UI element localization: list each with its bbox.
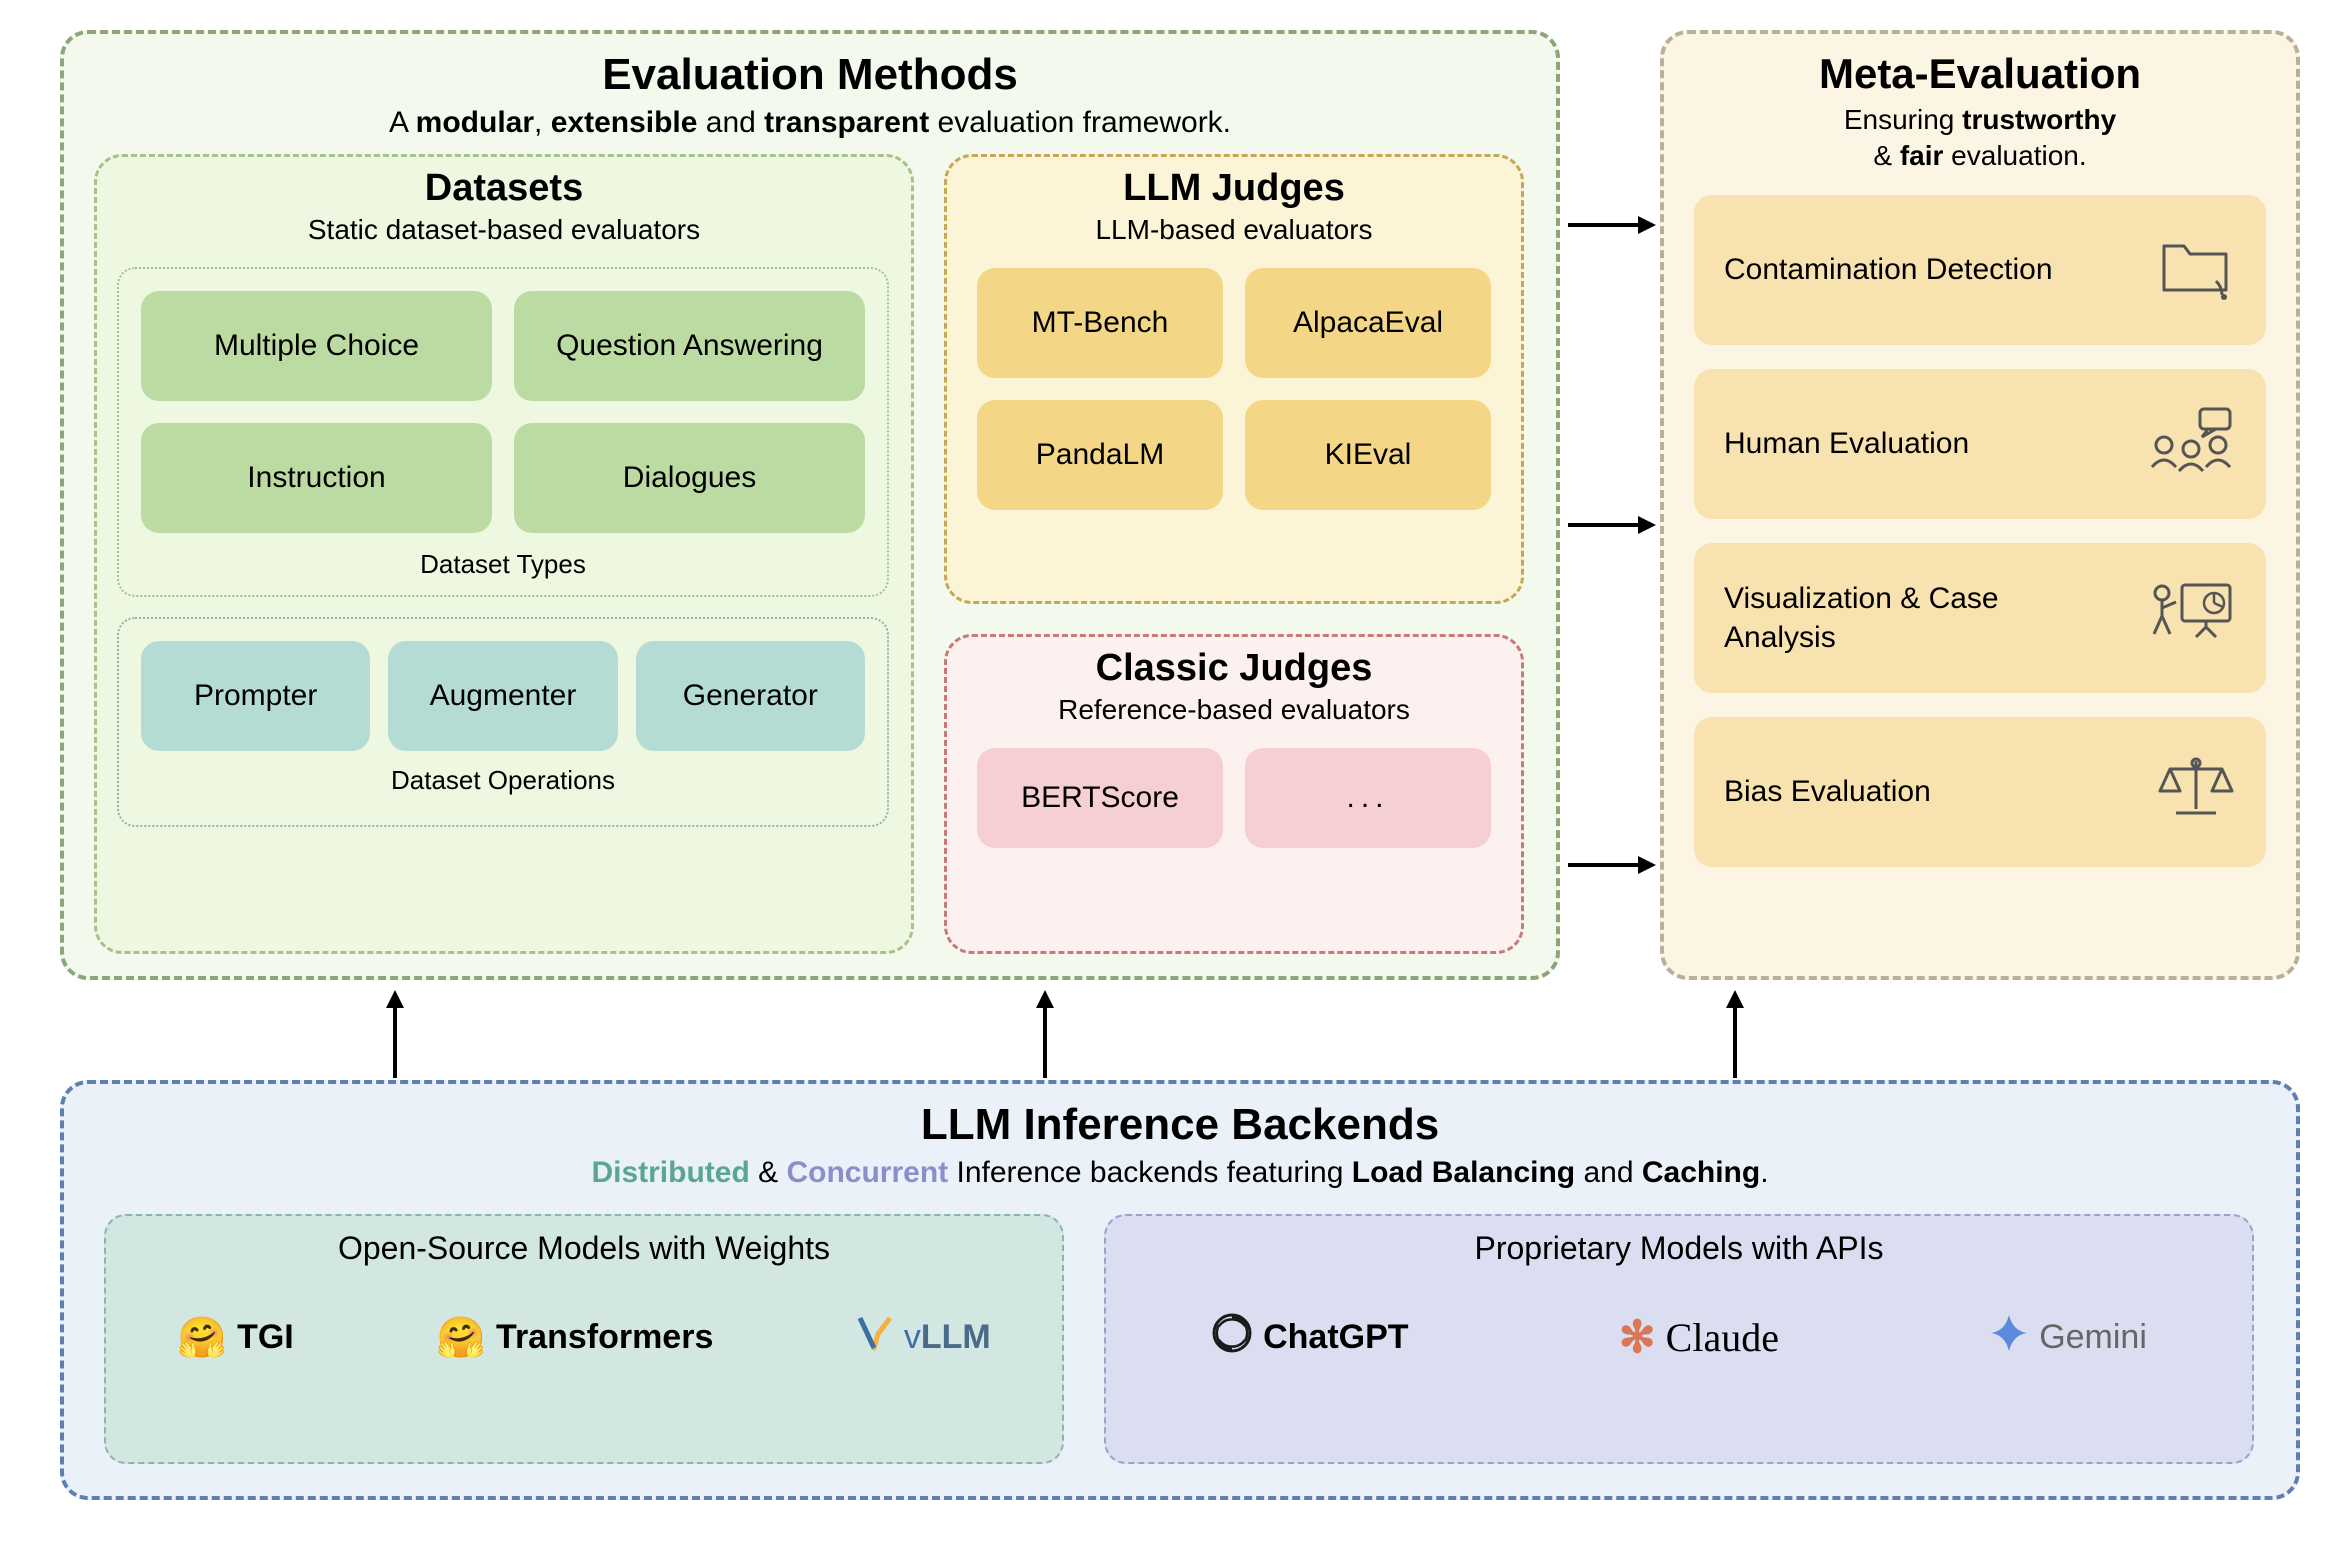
proprietary-title: Proprietary Models with APIs — [1106, 1230, 2252, 1267]
dataset-ops-group: Prompter Augmenter Generator Dataset Ope… — [117, 617, 889, 827]
eval-sub-m1: , — [534, 106, 551, 139]
hugging-face-icon: 🤗 — [177, 1314, 227, 1361]
arrow-backend-to-eval-2 — [1030, 988, 1060, 1078]
backends-end: . — [1760, 1156, 1768, 1189]
llm-judge-pill: AlpacaEval — [1245, 268, 1491, 378]
classic-judge-pill: ... — [1245, 748, 1491, 848]
people-chat-icon — [2146, 405, 2236, 483]
dataset-ops-label: Dataset Operations — [119, 765, 887, 796]
proprietary-panel: Proprietary Models with APIs ChatGPT ✻ C… — [1104, 1214, 2254, 1464]
meta-sub-pre: Ensuring — [1844, 104, 1962, 135]
backends-title: LLM Inference Backends — [64, 1100, 2296, 1150]
eval-sub-b3: transparent — [764, 106, 929, 139]
datasets-panel: Datasets Static dataset-based evaluators… — [94, 154, 914, 954]
dataset-type-pill: Instruction — [141, 423, 492, 533]
meta-item-label: Bias Evaluation — [1724, 772, 1931, 811]
dataset-op-pill: Prompter — [141, 641, 370, 751]
classic-judges-panel: Classic Judges Reference-based evaluator… — [944, 634, 1524, 954]
chatgpt-icon — [1211, 1312, 1253, 1363]
arrow-backend-to-eval-1 — [380, 988, 410, 1078]
model-chatgpt: ChatGPT — [1211, 1312, 1408, 1363]
meta-item-pill: Bias Evaluation — [1694, 717, 2266, 867]
meta-item-pill: Contamination Detection — [1694, 195, 2266, 345]
dataset-type-pill: Dialogues — [514, 423, 865, 533]
model-label: TGI — [237, 1318, 294, 1357]
backends-and: and — [1575, 1156, 1642, 1189]
meta-item-label: Contamination Detection — [1724, 250, 2053, 289]
eval-sub-post: evaluation framework. — [929, 106, 1231, 139]
eval-sub-m2: and — [697, 106, 764, 139]
evaluation-title: Evaluation Methods — [64, 50, 1556, 100]
llm-judge-pill: PandaLM — [977, 400, 1223, 510]
backends-panel: LLM Inference Backends Distributed & Con… — [60, 1080, 2300, 1500]
llm-judge-pill: KIEval — [1245, 400, 1491, 510]
model-label: Gemini — [2039, 1318, 2147, 1357]
eval-sub-pre: A — [389, 106, 416, 139]
claude-icon: ✻ — [1619, 1312, 1656, 1363]
model-label: vLLM — [904, 1318, 991, 1357]
model-label: Claude — [1666, 1314, 1779, 1361]
dataset-types-group: Multiple Choice Question Answering Instr… — [117, 267, 889, 597]
diagram-canvas: Evaluation Methods A modular, extensible… — [20, 20, 2326, 1524]
llm-judge-pill: MT-Bench — [977, 268, 1223, 378]
llm-judges-panel: LLM Judges LLM-based evaluators MT-Bench… — [944, 154, 1524, 604]
eval-sub-b2: extensible — [551, 106, 698, 139]
dataset-types-label: Dataset Types — [119, 549, 887, 580]
backends-b1: Load Balancing — [1352, 1156, 1575, 1189]
hugging-face-icon: 🤗 — [436, 1314, 486, 1361]
meta-item-label: Visualization & Case Analysis — [1724, 579, 2104, 657]
meta-item-pill: Visualization & Case Analysis — [1694, 543, 2266, 693]
meta-subtitle: Ensuring trustworthy & fair evaluation. — [1664, 102, 2296, 175]
folder-leak-icon — [2156, 231, 2236, 309]
meta-title: Meta-Evaluation — [1664, 50, 2296, 98]
open-source-title: Open-Source Models with Weights — [106, 1230, 1062, 1267]
meta-sub-mid: & — [1873, 140, 1899, 171]
evaluation-methods-panel: Evaluation Methods A modular, extensible… — [60, 30, 1560, 980]
dataset-op-pill: Generator — [636, 641, 865, 751]
meta-sub-post: evaluation. — [1943, 140, 2086, 171]
meta-item-pill: Human Evaluation — [1694, 369, 2266, 519]
eval-sub-b1: modular — [416, 106, 534, 139]
meta-sub-b2: fair — [1900, 140, 1944, 171]
meta-evaluation-panel: Meta-Evaluation Ensuring trustworthy & f… — [1660, 30, 2300, 980]
datasets-subtitle: Static dataset-based evaluators — [97, 214, 911, 246]
classic-judge-pill: BERTScore — [977, 748, 1223, 848]
open-source-models-row: 🤗 TGI 🤗 Transformers vLLM — [106, 1297, 1062, 1377]
proprietary-models-row: ChatGPT ✻ Claude Gemini — [1106, 1297, 2252, 1377]
dataset-type-pill: Question Answering — [514, 291, 865, 401]
model-tgi: 🤗 TGI — [177, 1314, 293, 1361]
datasets-title: Datasets — [97, 167, 911, 210]
backends-subtitle: Distributed & Concurrent Inference backe… — [64, 1156, 2296, 1190]
open-source-panel: Open-Source Models with Weights 🤗 TGI 🤗 … — [104, 1214, 1064, 1464]
model-transformers: 🤗 Transformers — [436, 1314, 713, 1361]
backends-mid: Inference backends featuring — [948, 1156, 1352, 1189]
dataset-type-pill: Multiple Choice — [141, 291, 492, 401]
arrow-backend-to-meta — [1720, 988, 1750, 1078]
presentation-icon — [2146, 579, 2236, 657]
arrow-eval-to-meta-3 — [1568, 850, 1658, 880]
gemini-icon — [1989, 1313, 2029, 1362]
model-label: Transformers — [496, 1318, 713, 1357]
model-vllm: vLLM — [856, 1314, 991, 1361]
model-claude: ✻ Claude — [1619, 1312, 1779, 1363]
backends-distributed: Distributed — [591, 1156, 749, 1189]
arrow-eval-to-meta-2 — [1568, 510, 1658, 540]
arrow-eval-to-meta-1 — [1568, 210, 1658, 240]
backends-amp: & — [750, 1156, 787, 1189]
meta-item-label: Human Evaluation — [1724, 424, 1969, 463]
dataset-op-pill: Augmenter — [388, 641, 617, 751]
model-gemini: Gemini — [1989, 1313, 2147, 1362]
classic-judges-subtitle: Reference-based evaluators — [947, 694, 1521, 726]
scales-icon — [2156, 753, 2236, 831]
model-label: ChatGPT — [1263, 1318, 1408, 1357]
evaluation-subtitle: A modular, extensible and transparent ev… — [64, 106, 1556, 140]
backends-b2: Caching — [1642, 1156, 1760, 1189]
meta-sub-b1: trustworthy — [1962, 104, 2116, 135]
classic-judges-title: Classic Judges — [947, 647, 1521, 690]
vllm-icon — [856, 1314, 894, 1361]
backends-concurrent: Concurrent — [786, 1156, 948, 1189]
llm-judges-subtitle: LLM-based evaluators — [947, 214, 1521, 246]
llm-judges-title: LLM Judges — [947, 167, 1521, 210]
